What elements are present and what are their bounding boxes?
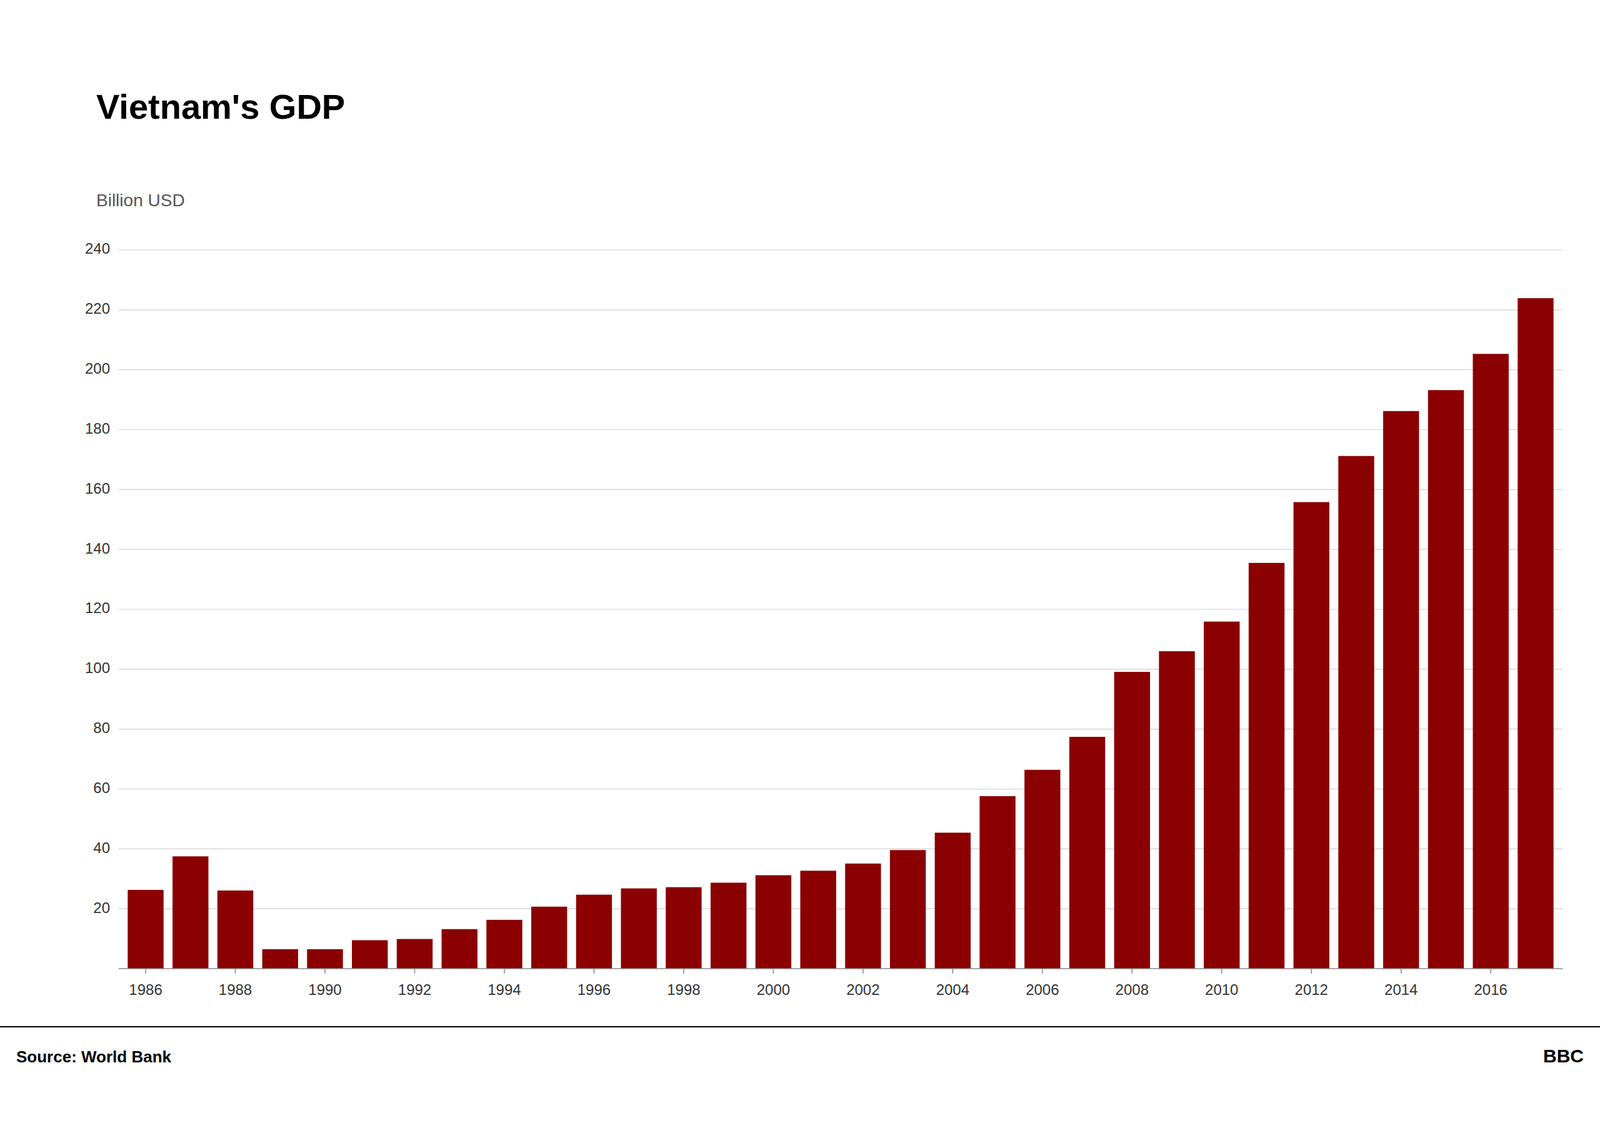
bar — [172, 856, 209, 969]
bar — [665, 887, 702, 969]
separator — [0, 1026, 1600, 1028]
x-tick-label: 2014 — [1384, 981, 1418, 999]
y-tick-label: 240 — [85, 240, 110, 257]
y-tick-label: 200 — [85, 360, 110, 377]
x-tick-label: 2010 — [1205, 981, 1239, 999]
x-tick — [1490, 968, 1492, 974]
y-tick-label: 120 — [85, 599, 110, 617]
bar — [890, 850, 926, 969]
grid-line — [118, 249, 1563, 250]
x-tick — [414, 968, 416, 974]
bar — [576, 895, 612, 969]
y-tick-label: 80 — [93, 719, 110, 737]
bar — [800, 870, 836, 969]
bar — [620, 888, 657, 969]
bar — [979, 796, 1015, 969]
x-tick — [1131, 968, 1134, 974]
bar — [262, 949, 299, 969]
grid-line — [118, 429, 1563, 430]
x-tick-label: 1990 — [308, 981, 342, 999]
x-tick — [235, 968, 237, 974]
bar — [486, 920, 522, 969]
bar — [1248, 563, 1285, 969]
x-tick — [1311, 968, 1313, 974]
y-tick-label: 180 — [85, 420, 110, 437]
bar — [127, 890, 164, 969]
bar — [1114, 671, 1150, 969]
x-tick-label: 2002 — [846, 981, 880, 999]
x-tick-label: 2004 — [936, 981, 970, 999]
bar — [217, 890, 254, 969]
x-tick — [145, 968, 147, 974]
y-tick-label: 60 — [93, 779, 110, 797]
bar — [1428, 390, 1464, 969]
grid-line — [118, 309, 1563, 310]
chart: Vietnam's GDP Billion USD 20 40 60 80 100 120 14… — [0, 0, 1600, 1128]
bar — [1473, 353, 1509, 969]
bar — [710, 882, 747, 969]
bar — [845, 863, 881, 969]
bar — [1069, 736, 1105, 969]
x-tick — [593, 968, 595, 974]
x-tick-label: 2016 — [1474, 981, 1508, 999]
y-tick-label: 20 — [93, 899, 110, 917]
x-tick — [324, 968, 326, 974]
bar — [306, 949, 343, 969]
bar — [1158, 651, 1195, 969]
x-tick-label: 1996 — [577, 981, 611, 999]
bar — [531, 906, 567, 969]
source: Source: World Bank — [16, 1047, 172, 1067]
bar — [1293, 501, 1330, 969]
x-tick-label: 2000 — [756, 981, 790, 999]
y-tick-label: 40 — [93, 839, 110, 857]
x-tick-label: 2012 — [1295, 981, 1329, 999]
bar — [935, 832, 971, 969]
bar — [1024, 770, 1060, 969]
x-tick-label: 2006 — [1025, 981, 1059, 999]
y-tick-label: 100 — [85, 659, 110, 677]
x-tick-label: 1992 — [398, 981, 432, 999]
x-tick-label: 1988 — [218, 981, 252, 999]
title: Vietnam's GDP — [96, 86, 345, 127]
x-tick — [862, 968, 864, 974]
bar — [1338, 456, 1374, 969]
x-tick — [683, 968, 685, 974]
x-tick — [1041, 968, 1044, 974]
x-tick-label: 2008 — [1115, 981, 1149, 999]
logo: BBC — [1543, 1045, 1584, 1067]
bar — [755, 875, 792, 970]
y-tick-label: 140 — [85, 540, 110, 557]
x-axis-line — [118, 968, 1563, 970]
x-tick — [952, 968, 954, 974]
x-tick-label: 1986 — [128, 981, 162, 999]
x-tick-label: 1998 — [666, 981, 700, 999]
x-tick — [1400, 968, 1402, 974]
y-axis-label: Billion USD — [96, 190, 185, 210]
grid-line — [118, 369, 1563, 370]
x-tick — [773, 968, 775, 974]
bar — [396, 939, 433, 969]
bar — [1517, 298, 1554, 969]
y-tick-label: 220 — [85, 300, 110, 317]
bar — [441, 929, 478, 969]
bars — [127, 298, 1554, 969]
x-tick — [1221, 968, 1223, 974]
x-tick-label: 1994 — [487, 981, 521, 999]
x-tick — [503, 968, 505, 974]
bar — [1203, 621, 1240, 969]
bar — [1383, 411, 1419, 969]
bar — [351, 940, 388, 969]
y-tick-label: 160 — [85, 480, 110, 497]
